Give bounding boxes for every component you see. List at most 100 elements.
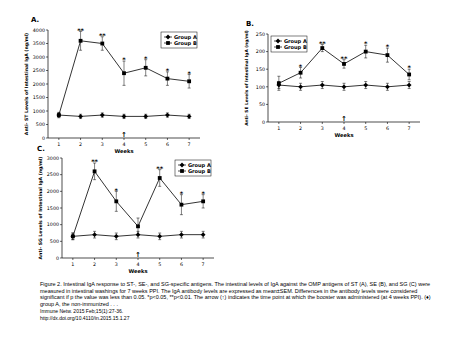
- error-cap: [188, 88, 191, 89]
- y-tick-label: 500: [50, 239, 59, 244]
- y-tick: [46, 111, 48, 112]
- y-tick: [60, 224, 62, 225]
- error-cap: [321, 88, 324, 89]
- error-cap: [364, 81, 367, 82]
- x-tick-label: 2: [79, 142, 82, 147]
- significance: *: [407, 64, 411, 72]
- x-tick-label: 3: [101, 142, 104, 147]
- error-cap: [343, 90, 346, 91]
- y-tick-label: 1000: [33, 109, 45, 114]
- y-tick: [60, 191, 62, 192]
- x-tick-label: 6: [386, 126, 389, 131]
- y-tick: [60, 241, 62, 242]
- x-tick-label: 1: [57, 142, 60, 147]
- error-cap: [115, 233, 118, 234]
- error-bar: [321, 82, 324, 89]
- x-tick: [80, 138, 81, 140]
- y-tick: [46, 138, 48, 139]
- error-cap: [158, 186, 161, 187]
- legend-label: Group B: [284, 44, 307, 51]
- error-cap: [137, 234, 140, 235]
- error-bar: [188, 114, 191, 118]
- x-tick: [145, 138, 146, 140]
- panel: B.0501001502002501234567WeeksAnti- SE Le…: [244, 20, 420, 138]
- error-cap: [408, 79, 411, 80]
- x-tick: [94, 258, 95, 260]
- error-cap: [123, 85, 126, 86]
- error-cap: [57, 117, 60, 118]
- series-line: [279, 48, 409, 83]
- marker-diamond: [166, 35, 171, 40]
- marker-square: [187, 79, 191, 83]
- error-cap: [93, 238, 96, 239]
- marker-diamond: [342, 84, 347, 89]
- marker-diamond: [157, 234, 162, 239]
- marker-square: [276, 45, 280, 49]
- booster-arrow: ↑: [135, 251, 141, 259]
- x-axis-label: Weeks: [114, 148, 133, 154]
- y-tick-label: 150: [256, 67, 265, 72]
- significance: *: [364, 40, 368, 48]
- significance: *: [180, 190, 184, 198]
- significance: *: [115, 187, 119, 195]
- y-tick-label: 3000: [33, 55, 45, 60]
- marker-square: [144, 66, 148, 70]
- x-tick-label: 7: [408, 126, 411, 131]
- y-tick-label: 1500: [47, 206, 59, 211]
- y-tick-label: 4000: [33, 28, 45, 33]
- marker-diamond: [179, 232, 184, 237]
- error-cap: [202, 238, 205, 239]
- marker-square: [71, 234, 75, 238]
- y-tick: [60, 158, 62, 159]
- legend-box: [161, 32, 197, 48]
- error-cap: [202, 231, 205, 232]
- y-tick: [266, 104, 268, 105]
- error-cap: [343, 83, 346, 84]
- doi-link: http://dx.doi.org/10.4110/in.2015.15.1.2…: [40, 315, 432, 322]
- y-tick-label: 500: [36, 122, 45, 127]
- marker-diamond: [114, 234, 119, 239]
- panel-title: B.: [246, 20, 254, 28]
- error-bar: [93, 231, 96, 238]
- x-tick-label: 3: [321, 126, 324, 131]
- marker-diamond: [180, 163, 185, 168]
- y-tick-label: 1000: [47, 222, 59, 227]
- marker-square: [100, 42, 104, 46]
- error-cap: [79, 50, 82, 51]
- error-bar: [386, 83, 389, 90]
- x-tick: [300, 122, 301, 124]
- legend-box: [175, 160, 211, 176]
- y-axis-label: Anti- SG Levels of Intestinal IgA (ng/ml…: [38, 157, 43, 260]
- x-tick-label: 2: [299, 126, 302, 131]
- significance: *: [144, 55, 148, 63]
- error-cap: [386, 62, 389, 63]
- error-cap: [71, 239, 74, 240]
- error-cap: [299, 78, 302, 79]
- x-tick-label: 3: [115, 262, 118, 267]
- marker-diamond: [165, 113, 170, 118]
- x-tick-label: 6: [166, 142, 169, 147]
- x-tick-label: 4: [122, 142, 125, 147]
- y-tick: [60, 208, 62, 209]
- error-bar: [277, 76, 280, 90]
- y-tick: [46, 124, 48, 125]
- y-tick: [60, 258, 62, 259]
- y-axis: [268, 34, 269, 122]
- y-tick-label: 0: [262, 120, 265, 125]
- error-cap: [180, 238, 183, 239]
- error-cap: [180, 231, 183, 232]
- error-cap: [115, 239, 118, 240]
- error-bar: [364, 82, 367, 89]
- y-tick: [266, 34, 268, 35]
- x-tick-label: 7: [202, 262, 205, 267]
- booster-arrow: ↑: [341, 115, 347, 123]
- error-cap: [158, 233, 161, 234]
- marker-square: [166, 41, 170, 45]
- error-bar: [115, 233, 118, 240]
- y-tick-label: 1500: [33, 95, 45, 100]
- y-tick: [266, 86, 268, 87]
- error-bar: [57, 112, 60, 117]
- x-tick-label: 5: [158, 262, 161, 267]
- y-tick-label: 2500: [33, 68, 45, 73]
- marker-diamond: [122, 114, 127, 119]
